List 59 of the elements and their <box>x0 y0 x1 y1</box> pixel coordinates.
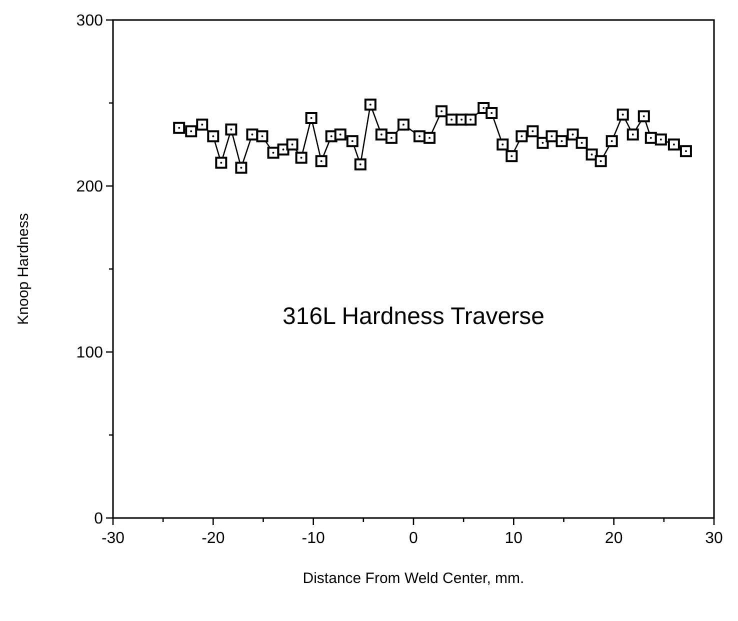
point <box>235 162 248 174</box>
point <box>424 132 436 144</box>
y-axis-title: Knoop Hardness <box>15 213 32 325</box>
point <box>295 152 308 164</box>
point <box>315 155 328 168</box>
point <box>616 108 629 121</box>
point <box>526 125 539 138</box>
point <box>668 138 680 150</box>
point <box>173 122 186 134</box>
text: 316L Hardness Traverse <box>282 303 544 330</box>
x-tick-label: -10 <box>302 530 325 547</box>
point <box>305 112 318 124</box>
point <box>346 135 358 148</box>
point <box>638 110 650 122</box>
point <box>486 106 498 119</box>
x-axis-title: Distance From Weld Center, mm. <box>302 570 524 587</box>
point <box>354 158 366 170</box>
point <box>680 145 692 158</box>
x-tick-label: 0 <box>409 530 418 547</box>
x-tick-label: 10 <box>504 530 523 547</box>
point <box>364 98 376 111</box>
point <box>626 128 639 141</box>
point <box>256 130 268 142</box>
point <box>654 134 667 146</box>
point <box>436 105 448 118</box>
point <box>385 132 398 144</box>
point <box>196 118 208 131</box>
point <box>286 138 298 150</box>
point <box>225 124 238 136</box>
point <box>546 130 558 142</box>
point <box>334 128 346 141</box>
point <box>375 128 388 141</box>
point <box>536 136 549 149</box>
x-tick-label: 30 <box>705 530 723 547</box>
x-tick-label: -30 <box>101 530 125 547</box>
y-tick-label: 0 <box>94 510 104 528</box>
point <box>267 146 280 159</box>
point <box>185 125 198 138</box>
point <box>207 130 220 142</box>
point <box>594 155 607 168</box>
point <box>516 130 528 142</box>
point <box>606 135 618 148</box>
point <box>576 136 588 149</box>
x-tick-label: -20 <box>202 530 225 547</box>
point <box>215 156 228 169</box>
point <box>566 128 579 141</box>
y-tick-label: 300 <box>76 12 104 30</box>
point <box>246 128 258 141</box>
y-tick-label: 100 <box>76 344 104 362</box>
point <box>496 138 509 150</box>
point <box>506 150 518 162</box>
point <box>556 135 568 148</box>
y-tick-label: 200 <box>76 178 104 196</box>
x-tick-label: 20 <box>604 530 623 547</box>
point <box>586 148 598 160</box>
point <box>644 132 657 144</box>
point <box>414 130 426 142</box>
point <box>397 118 410 131</box>
point <box>464 114 477 126</box>
